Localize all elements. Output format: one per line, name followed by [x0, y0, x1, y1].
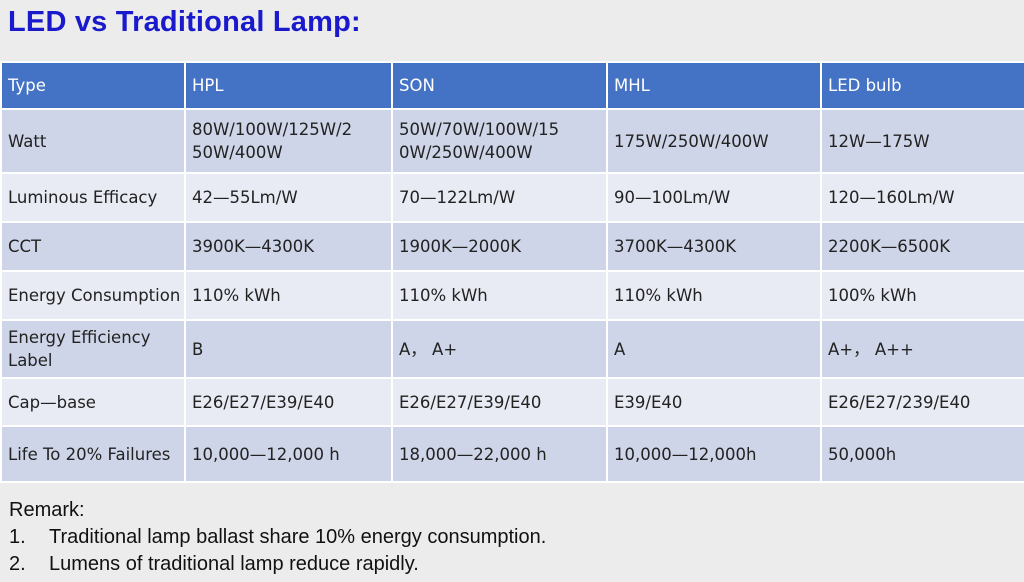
table-cell: 3700K—4300K	[606, 221, 822, 272]
remark-item: 2. Lumens of traditional lamp reduce rapi…	[9, 551, 546, 578]
table-cell: 12W—175W	[820, 108, 1024, 174]
remark-item-text: Traditional lamp ballast share 10% energ…	[49, 526, 547, 548]
table-row-luminous-efficacy: Luminous Efficacy 42—55Lm/W 70—122Lm/W 9…	[0, 172, 1024, 223]
table-cell: E26/E27/E39/E40	[184, 377, 393, 427]
row-label: Watt	[0, 108, 186, 174]
row-label: Cap—base	[0, 377, 186, 427]
table-cell: 50W/70W/100W/15 0W/250W/400W	[391, 108, 608, 174]
table-row-cct: CCT 3900K—4300K 1900K—2000K 3700K—4300K …	[0, 221, 1024, 272]
remark-item-text: Lumens of traditional lamp reduce rapidl…	[49, 553, 419, 575]
table-cell: 90—100Lm/W	[606, 172, 822, 223]
table-cell: 80W/100W/125W/2 50W/400W	[184, 108, 393, 174]
table-cell: E26/E27/239/E40	[820, 377, 1024, 427]
table-cell: 110% kWh	[184, 270, 393, 321]
table-cell: 10,000—12,000h	[606, 425, 822, 483]
table-cell-highlight: 50,000h	[820, 425, 1024, 483]
table-cell: 18,000—22,000 h	[391, 425, 608, 483]
comparison-table: Type HPL SON MHL LED bulb Watt 80W/100W/…	[0, 61, 1024, 483]
row-label: Luminous Efficacy	[0, 172, 186, 223]
table-row-cap-base: Cap—base E26/E27/E39/E40 E26/E27/E39/E40…	[0, 377, 1024, 427]
table-header-row: Type HPL SON MHL LED bulb	[0, 61, 1024, 110]
table-cell: 2200K—6500K	[820, 221, 1024, 272]
table-cell: 10,000—12,000 h	[184, 425, 393, 483]
table-cell: A， A+	[391, 319, 608, 379]
table-cell: A	[606, 319, 822, 379]
table-cell: B	[184, 319, 393, 379]
remark-heading: Remark:	[9, 499, 85, 521]
row-label: Energy Consumption	[0, 270, 186, 321]
header-son: SON	[391, 61, 608, 110]
remark-item: 1. Traditional lamp ballast share 10% ene…	[9, 524, 546, 551]
table-cell: 70—122Lm/W	[391, 172, 608, 223]
table-cell: 1900K—2000K	[391, 221, 608, 272]
table-cell: 110% kWh	[391, 270, 608, 321]
table-row-energy-consumption: Energy Consumption 110% kWh 110% kWh 110…	[0, 270, 1024, 321]
table-cell: 110% kWh	[606, 270, 822, 321]
table-row-energy-efficiency-label: Energy Efficiency Label B A， A+ A A+， A+…	[0, 319, 1024, 379]
table-cell-highlight: 120—160Lm/W	[820, 172, 1024, 223]
row-label: Life To 20% Failures	[0, 425, 186, 483]
remark-item-number: 2.	[9, 553, 26, 575]
table-cell: E26/E27/E39/E40	[391, 377, 608, 427]
header-mhl: MHL	[606, 61, 822, 110]
table-cell-highlight: 100% kWh	[820, 270, 1024, 321]
table-row-life: Life To 20% Failures 10,000—12,000 h 18,…	[0, 425, 1024, 483]
header-type: Type	[0, 61, 186, 110]
remark-section: Remark: 1. Traditional lamp ballast share…	[9, 497, 546, 578]
table-row-watt: Watt 80W/100W/125W/2 50W/400W 50W/70W/10…	[0, 108, 1024, 174]
table-cell: 3900K—4300K	[184, 221, 393, 272]
table-cell: E39/E40	[606, 377, 822, 427]
header-led-bulb: LED bulb	[820, 61, 1024, 110]
remark-item-number: 1.	[9, 526, 26, 548]
table-cell: 175W/250W/400W	[606, 108, 822, 174]
table-cell: 42—55Lm/W	[184, 172, 393, 223]
table-cell: A+， A++	[820, 319, 1024, 379]
row-label: Energy Efficiency Label	[0, 319, 186, 379]
header-hpl: HPL	[184, 61, 393, 110]
row-label: CCT	[0, 221, 186, 272]
page-title: LED vs Traditional Lamp:	[8, 6, 361, 38]
